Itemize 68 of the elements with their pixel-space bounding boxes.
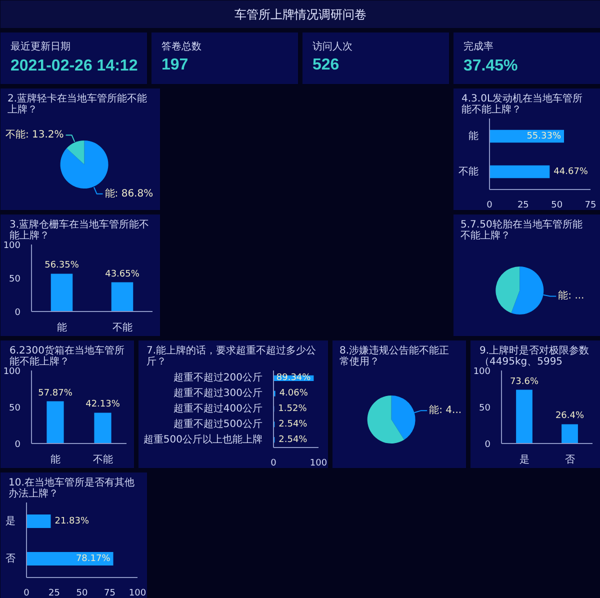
x-tick-label: 不能 (92, 454, 113, 466)
slice-label: 能: 86.8% (104, 187, 154, 200)
chart-title: 3.蓝牌仓栅车在当地车管所能不能上牌？ (10, 218, 150, 242)
data-label: 44.67% (554, 166, 588, 177)
x-tick-label: 100 (128, 588, 146, 598)
data-label: 4.06% (279, 388, 308, 399)
data-label: 2.54% (278, 419, 308, 430)
data-label: 89.34% (276, 373, 312, 384)
x-tick-label: 25 (48, 588, 60, 598)
data-label: 56.35% (44, 260, 80, 271)
data-label: 42.13% (86, 400, 120, 410)
text: 车管所上牌情况调研问卷 (234, 8, 366, 22)
y-tick-label: 0 (14, 440, 21, 450)
y-tick-label: 是 (6, 516, 16, 527)
data-label: 55.33% (526, 131, 562, 142)
chart-title: 8.涉嫌违规公告能不能正常使用？ (340, 344, 450, 368)
y-tick-label: 超重不超过200公斤 (173, 372, 263, 384)
x-tick-label: 75 (584, 200, 596, 210)
data-label: 78.17% (76, 554, 111, 564)
y-tick-label: 100 (473, 367, 491, 377)
y-tick-label: 超重不超过300公斤 (173, 387, 263, 400)
y-tick-label: 能 (468, 130, 478, 142)
y-tick-label: 否 (6, 553, 16, 564)
data-label: 26.4% (555, 411, 584, 422)
data-label: 73.6% (510, 376, 539, 387)
y-tick-label: 超重不超过500公斤 (173, 418, 263, 430)
y-tick-label: 100 (3, 367, 21, 377)
x-tick-label: 50 (551, 200, 563, 210)
y-tick-label: 50 (9, 274, 21, 284)
text: 答卷总数 (162, 40, 202, 52)
text: 526 (312, 56, 340, 74)
chart-title: 6.2300货箱在当地车管所能不能上牌？ (10, 344, 124, 368)
data-label: 2.54% (278, 434, 308, 445)
x-tick-label: 50 (76, 588, 88, 598)
x-tick-label: 100 (310, 458, 328, 468)
chart-title: 4.3.0L发动机在当地车管所能不能上牌？ (462, 92, 583, 116)
chart-title: 10.在当地车管所是否有其他办法上牌？ (8, 476, 134, 500)
x-tick-label: 25 (517, 200, 529, 210)
x-tick-label: 0 (24, 588, 30, 598)
data-label: 1.52% (278, 404, 308, 414)
data-label: 21.83% (54, 516, 90, 526)
y-tick-label: 100 (3, 241, 21, 251)
x-tick-label: 能 (50, 454, 60, 466)
slice-label: 能: ... (558, 290, 584, 302)
text: 访问人次 (312, 40, 352, 52)
y-tick-label: 超重500公斤以上也能上牌 (143, 433, 263, 446)
data-label: 57.87% (38, 388, 73, 398)
text: 37.45% (464, 58, 518, 74)
data-label: 43.65% (105, 269, 140, 280)
y-tick-label: 0 (14, 308, 21, 318)
text: 完成率 (464, 40, 494, 52)
y-tick-label: 50 (479, 404, 491, 414)
x-tick-label: 0 (270, 458, 277, 468)
slice-label: 能: 4... (429, 404, 462, 416)
slice-label: 不能: 13.2% (5, 128, 64, 141)
y-tick-label: 0 (484, 440, 491, 450)
x-tick-label: 75 (104, 588, 116, 598)
y-tick-label: 超重不超过400公斤 (173, 402, 263, 414)
chart-title: 7.能上牌的话，要求超重不超过多少公斤？ (146, 344, 316, 368)
text: 197 (162, 56, 188, 74)
x-tick-label: 是 (519, 454, 530, 466)
x-tick-label: 否 (564, 454, 575, 466)
chart-title: 2.蓝牌轻卡在当地车管所能不能上牌？ (8, 92, 148, 116)
text: 最近更新日期 (10, 40, 70, 52)
text: 2021-02-26 14:12 (10, 58, 138, 74)
y-tick-label: 50 (9, 404, 21, 414)
chart-title: 5.7.50轮胎在当地车管所能不能上牌？ (460, 218, 582, 242)
chart-title: 9.上牌时是否对极限参数（4495kg、5995 (480, 344, 590, 368)
